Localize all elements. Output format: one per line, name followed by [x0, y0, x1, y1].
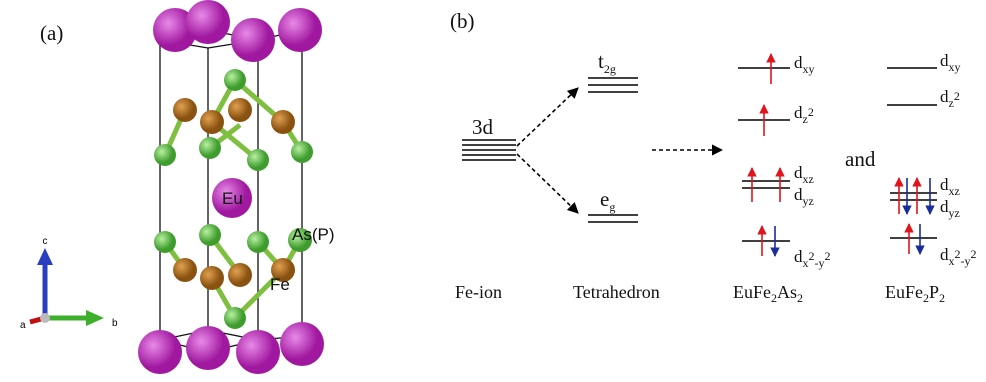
- orbital-label: dxy: [794, 53, 815, 76]
- subscript: 2: [971, 247, 977, 261]
- text: EuFe: [733, 282, 771, 302]
- figure: (a) Eu As(P) Fe c b a (b): [0, 0, 986, 382]
- atom-label: Fe: [270, 275, 290, 294]
- subscript: -y: [961, 254, 971, 268]
- panel-label: (b): [450, 9, 475, 33]
- orbital-label: dyz: [940, 197, 960, 220]
- orbital-label: dx2-y2: [794, 247, 831, 270]
- subscript: xy: [803, 62, 815, 76]
- orbital-label: dxy: [940, 51, 961, 74]
- caption: Tetrahedron: [573, 282, 660, 302]
- orbital-label: dxz: [794, 163, 814, 186]
- subscript: xz: [803, 172, 814, 186]
- base: e: [600, 187, 609, 211]
- level-label: 3d: [472, 115, 494, 139]
- subscript: 2: [825, 249, 831, 263]
- crystal: [138, 0, 324, 374]
- atom-label: Eu: [222, 189, 243, 208]
- subscript: 2g: [604, 62, 616, 76]
- orbital-label: dz2: [940, 87, 960, 110]
- axis-label: c: [43, 236, 48, 247]
- subscript: yz: [949, 206, 960, 220]
- orbital-label: dxz: [940, 175, 960, 198]
- subscript: 2: [808, 105, 814, 119]
- subscript: 2: [939, 291, 945, 305]
- connector: and: [845, 147, 876, 171]
- subscript: yz: [803, 194, 814, 208]
- panel-label: (a): [40, 21, 63, 45]
- caption: EuFe2As2: [733, 282, 803, 305]
- subscript: -y: [815, 256, 825, 270]
- subscript: 2: [797, 291, 803, 305]
- orbital-label: dx2-y2: [940, 245, 977, 268]
- axis-indicator: c b a: [20, 236, 118, 331]
- orbital-label: dyz: [794, 185, 814, 208]
- axis-label: a: [20, 320, 26, 331]
- caption: EuFe2P2: [885, 282, 945, 305]
- orbital-label: dz2: [794, 103, 814, 126]
- subscript: g: [609, 200, 615, 214]
- text: P: [929, 282, 939, 302]
- subscript: xy: [949, 60, 961, 74]
- subscript: 2: [954, 89, 960, 103]
- axis-label: b: [112, 318, 118, 329]
- level-label: eg: [600, 187, 615, 214]
- atom-label: As(P): [292, 225, 335, 244]
- caption: Fe-ion: [455, 282, 502, 302]
- subscript: xz: [949, 184, 960, 198]
- text: As: [777, 282, 797, 302]
- text: EuFe: [885, 282, 923, 302]
- level-label: t2g: [598, 49, 616, 76]
